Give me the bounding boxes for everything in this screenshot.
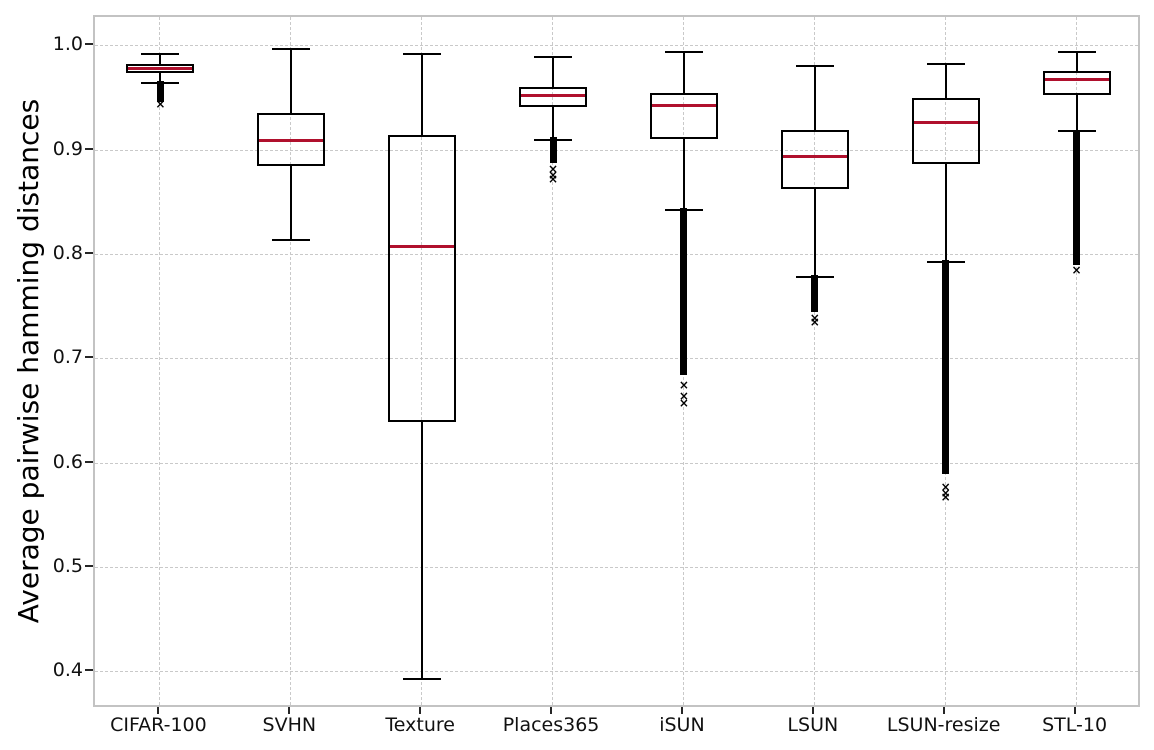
whisker-cap-upper bbox=[403, 52, 442, 55]
whisker-cap-upper bbox=[664, 51, 703, 54]
median-line bbox=[521, 93, 586, 97]
whisker-stem-upper bbox=[944, 63, 947, 99]
x-tick-mark bbox=[157, 707, 160, 714]
x-tick-label: STL-10 bbox=[1042, 714, 1108, 736]
horizontal-gridline bbox=[95, 149, 1138, 151]
box bbox=[126, 63, 195, 74]
vertical-gridline bbox=[159, 17, 161, 705]
median-line bbox=[913, 120, 978, 124]
box bbox=[1042, 71, 1111, 96]
outlier-cluster bbox=[680, 208, 688, 375]
whisker-cap-upper bbox=[1057, 51, 1096, 54]
x-tick-mark bbox=[942, 707, 945, 714]
vertical-gridline bbox=[421, 17, 423, 705]
whisker-stem-upper bbox=[1075, 52, 1078, 72]
y-tick-label: 1.0 bbox=[52, 33, 83, 56]
y-tick-mark bbox=[85, 669, 93, 672]
y-tick-mark bbox=[85, 460, 93, 463]
x-tick-mark bbox=[419, 707, 422, 714]
x-tick-mark bbox=[550, 707, 553, 714]
whisker-stem-lower bbox=[552, 106, 555, 141]
box bbox=[519, 86, 588, 107]
median-line bbox=[259, 138, 324, 142]
y-tick-mark bbox=[85, 565, 93, 568]
y-tick-mark bbox=[85, 356, 93, 359]
y-tick-label: 0.9 bbox=[52, 137, 83, 160]
outlier-cluster bbox=[942, 260, 950, 475]
whisker-cap-lower bbox=[272, 239, 311, 242]
whisker-cap-upper bbox=[141, 52, 180, 55]
median-line bbox=[782, 155, 847, 159]
whisker-cap-upper bbox=[534, 55, 573, 58]
horizontal-gridline bbox=[95, 671, 1138, 673]
horizontal-gridline bbox=[95, 567, 1138, 569]
whisker-stem-lower bbox=[421, 421, 424, 679]
outlier-cluster bbox=[811, 274, 819, 313]
x-tick-label: Texture bbox=[385, 714, 455, 736]
x-tick-label: LSUN-resize bbox=[886, 714, 1001, 736]
whisker-stem-lower bbox=[290, 166, 293, 241]
x-tick-mark bbox=[680, 707, 683, 714]
whisker-stem-upper bbox=[290, 49, 293, 113]
y-tick-mark bbox=[85, 43, 93, 46]
vertical-gridline bbox=[552, 17, 554, 705]
y-tick-label: 0.7 bbox=[52, 346, 83, 369]
whisker-cap-upper bbox=[926, 62, 965, 65]
whisker-cap-upper bbox=[272, 48, 311, 51]
x-tick-label: iSUN bbox=[659, 714, 705, 736]
outlier-cluster bbox=[156, 80, 164, 102]
vertical-gridline bbox=[1075, 17, 1077, 705]
y-tick-mark bbox=[85, 251, 93, 254]
whisker-cap-lower bbox=[403, 677, 442, 680]
vertical-gridline bbox=[290, 17, 292, 705]
whisker-stem-upper bbox=[552, 56, 555, 87]
x-tick-mark bbox=[1073, 707, 1076, 714]
median-line bbox=[651, 104, 716, 108]
vertical-gridline bbox=[813, 17, 815, 705]
x-tick-label: CIFAR-100 bbox=[110, 714, 207, 736]
outlier-cluster bbox=[549, 137, 557, 164]
whisker-stem-lower bbox=[159, 73, 162, 83]
y-tick-mark bbox=[85, 147, 93, 150]
box bbox=[388, 134, 457, 422]
x-tick-label: SVHN bbox=[262, 714, 317, 736]
y-tick-label: 0.5 bbox=[52, 555, 83, 578]
y-tick-label: 0.4 bbox=[52, 659, 83, 682]
median-line bbox=[390, 245, 455, 249]
y-tick-label: 0.8 bbox=[52, 241, 83, 264]
plot-area: × × × × × × × × × × × × × bbox=[93, 15, 1140, 707]
x-tick-mark bbox=[811, 707, 814, 714]
x-tick-mark bbox=[288, 707, 291, 714]
horizontal-gridline bbox=[95, 253, 1138, 255]
box bbox=[257, 113, 326, 167]
median-line bbox=[128, 66, 193, 70]
box bbox=[780, 129, 849, 190]
whisker-stem-lower bbox=[813, 189, 816, 277]
horizontal-gridline bbox=[95, 462, 1138, 464]
x-tick-label: Places365 bbox=[502, 714, 600, 736]
whisker-stem-lower bbox=[1075, 95, 1078, 131]
x-tick-label: LSUN bbox=[787, 714, 839, 736]
whisker-stem-upper bbox=[682, 52, 685, 94]
whisker-stem-upper bbox=[159, 53, 162, 64]
whisker-stem-lower bbox=[682, 139, 685, 211]
whisker-stem-upper bbox=[421, 53, 424, 135]
y-tick-label: 0.6 bbox=[52, 450, 83, 473]
whisker-cap-upper bbox=[795, 65, 834, 68]
horizontal-gridline bbox=[95, 358, 1138, 360]
box bbox=[649, 93, 718, 140]
box bbox=[911, 98, 980, 165]
outlier-cluster bbox=[1073, 129, 1081, 266]
whisker-stem-upper bbox=[813, 66, 816, 130]
horizontal-gridline bbox=[95, 45, 1138, 47]
whisker-stem-lower bbox=[944, 164, 947, 263]
median-line bbox=[1044, 78, 1109, 82]
